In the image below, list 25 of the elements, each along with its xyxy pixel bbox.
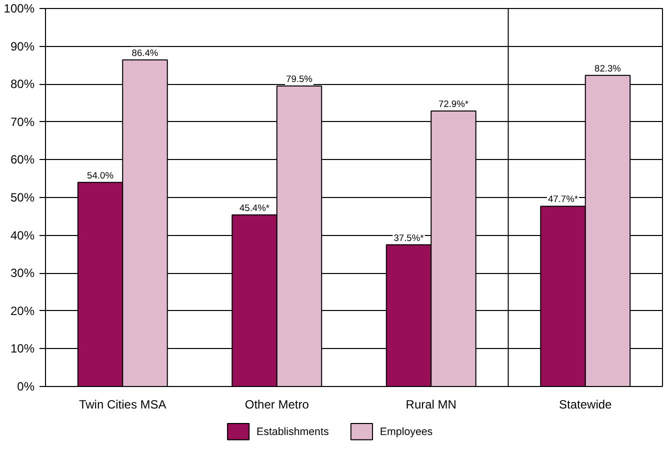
data-label: 45.4%* (239, 202, 270, 213)
y-tick-label: 40% (10, 228, 35, 242)
y-tick-label: 90% (10, 39, 35, 54)
y-tick-label: 10% (10, 342, 35, 356)
data-label: 37.5%* (394, 232, 424, 243)
y-tick-label: 80% (10, 77, 35, 92)
y-tick-label: 70% (10, 114, 35, 129)
legend-label: Employees (380, 426, 433, 438)
x-tick-label: Rural MN (406, 398, 456, 412)
y-tick-label: 100% (4, 2, 35, 16)
x-tick-label: Other Metro (244, 398, 310, 412)
data-label: 79.5% (286, 74, 312, 84)
data-label: 82.3% (594, 63, 621, 74)
y-tick-label: 30% (10, 266, 35, 280)
data-label: 47.7%* (548, 194, 578, 204)
y-tick-label: 50% (10, 190, 35, 204)
legend-label: Establishments (256, 426, 329, 438)
y-tick-label: 20% (10, 304, 35, 318)
data-label: 72.9%* (438, 98, 469, 109)
y-tick-label: 0% (17, 380, 35, 394)
x-tick-label: Twin Cities MSA (78, 398, 166, 412)
data-label: 54.0% (87, 170, 114, 180)
data-label: 86.4% (132, 48, 158, 58)
x-tick-label: Statewide (559, 398, 612, 412)
y-tick-label: 60% (10, 152, 35, 167)
